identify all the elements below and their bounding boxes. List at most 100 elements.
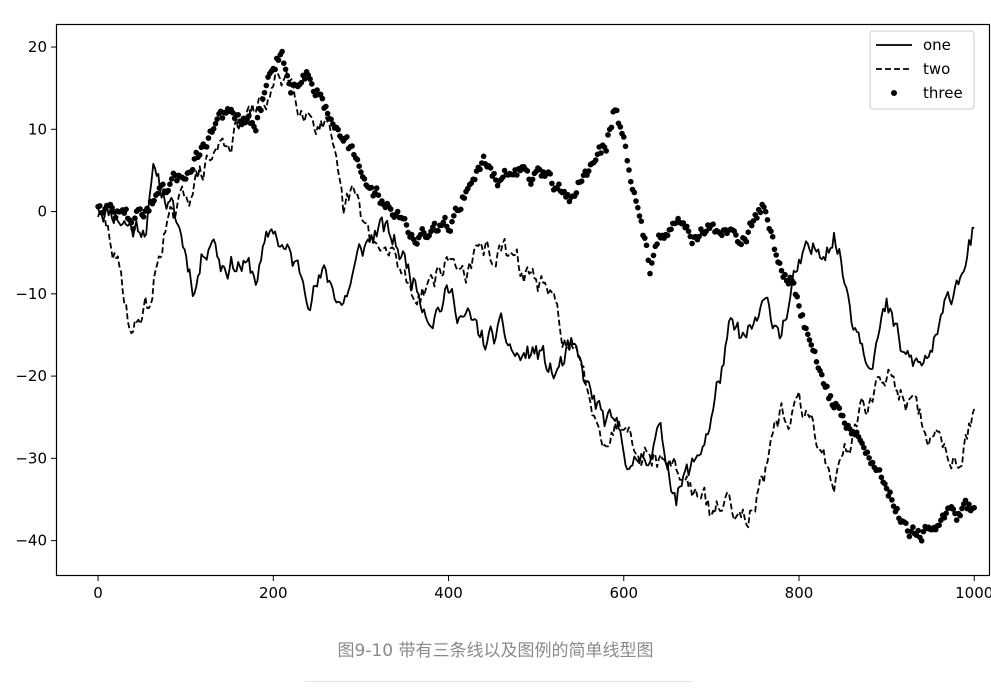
series-three-point xyxy=(633,198,639,204)
series-three-point xyxy=(915,527,921,534)
series-layer xyxy=(95,48,977,544)
series-three-point xyxy=(605,132,611,138)
y-tick-label: 0 xyxy=(37,203,47,221)
series-three-point xyxy=(210,126,217,132)
series-three-point xyxy=(768,228,774,235)
series-three-point xyxy=(167,181,173,187)
series-three-point xyxy=(799,312,806,318)
series-three-point xyxy=(764,217,771,223)
series-three-point xyxy=(309,81,315,87)
series-three-point xyxy=(771,246,778,253)
series-three-point xyxy=(344,134,350,140)
series-three-point xyxy=(773,252,779,258)
series-three-point xyxy=(626,167,632,173)
series-three-point xyxy=(836,405,843,412)
y-tick-label: 20 xyxy=(28,38,47,56)
series-three-point xyxy=(260,96,266,102)
series-three-point xyxy=(805,331,811,338)
series-three-point xyxy=(598,150,604,156)
plot-frame xyxy=(55,23,991,577)
series-three-point xyxy=(936,522,942,528)
y-tick-label: −10 xyxy=(15,285,47,303)
series-three-point xyxy=(414,241,420,247)
series-three-point xyxy=(585,168,592,174)
series-three-point xyxy=(182,176,189,182)
series-three-point xyxy=(638,218,645,224)
series-three-point xyxy=(782,271,788,278)
series-three-point xyxy=(408,231,415,238)
series-three-point xyxy=(882,481,888,487)
series-three-point xyxy=(642,235,648,241)
series-one-line xyxy=(97,163,975,507)
series-three-point xyxy=(861,444,867,451)
series-three-point xyxy=(668,226,674,233)
series-three-point xyxy=(636,213,643,219)
series-three-point xyxy=(573,190,580,196)
series-three-point xyxy=(431,220,438,227)
legend-one-label: one xyxy=(923,36,951,54)
series-three-point xyxy=(461,195,468,201)
series-three-point xyxy=(387,206,394,212)
series-three-point xyxy=(650,252,657,259)
series-three-point xyxy=(778,267,785,274)
series-three-point xyxy=(738,241,744,248)
series-three-point xyxy=(614,107,620,114)
series-three-point xyxy=(803,325,809,332)
series-three-point xyxy=(130,226,136,232)
series-three-point xyxy=(617,124,624,130)
series-three-point xyxy=(319,95,326,102)
series-three-point xyxy=(743,238,750,245)
series-three-point xyxy=(314,87,320,93)
series-three-point xyxy=(494,182,501,189)
series-three-point xyxy=(824,383,830,390)
caption-divider xyxy=(305,681,693,682)
series-three-point xyxy=(160,181,166,188)
series-three-point xyxy=(128,219,135,226)
series-three-point xyxy=(864,449,871,456)
x-tick-label: 0 xyxy=(93,584,103,602)
series-two-line xyxy=(97,67,976,529)
series-three-point xyxy=(654,241,660,247)
series-three-point xyxy=(869,459,876,466)
series-three-point xyxy=(212,120,219,127)
series-three-point xyxy=(205,135,212,141)
series-three-point xyxy=(524,168,531,174)
x-tick-label: 200 xyxy=(259,584,288,602)
series-three-point xyxy=(328,116,334,123)
series-three-point xyxy=(403,222,410,228)
series-three-point xyxy=(263,82,270,89)
series-three-point xyxy=(254,114,261,121)
series-three-point xyxy=(971,504,977,511)
series-three-point xyxy=(123,206,129,213)
series-three-point xyxy=(762,208,769,215)
series-three-point xyxy=(622,143,629,150)
series-three-point xyxy=(284,72,291,79)
series-three-point xyxy=(356,163,363,169)
series-three-point xyxy=(214,116,220,122)
series-three-point xyxy=(776,260,783,267)
series-three-point xyxy=(745,229,751,235)
series-three-point xyxy=(449,218,455,225)
series-three-point xyxy=(477,166,483,173)
x-tick-label: 600 xyxy=(609,584,638,602)
series-three-point xyxy=(354,156,361,163)
series-three-point xyxy=(813,359,820,365)
series-three-point xyxy=(883,485,890,492)
series-three-point xyxy=(966,501,972,508)
series-three-point xyxy=(458,206,464,213)
legend-three-label: three xyxy=(923,84,963,102)
series-three-point xyxy=(109,204,115,211)
series-three-point xyxy=(808,342,815,348)
series-three-point xyxy=(235,112,241,118)
series-three-point xyxy=(358,169,364,175)
series-three-point xyxy=(547,171,553,177)
series-three-point xyxy=(361,176,368,182)
series-three-point xyxy=(761,204,767,210)
series-three-point xyxy=(298,79,305,86)
legend-three-swatch xyxy=(891,90,897,96)
series-three-point xyxy=(112,214,119,221)
series-three-point xyxy=(757,209,764,216)
series-three-point xyxy=(689,240,695,247)
series-three-point xyxy=(943,510,949,516)
series-three-point xyxy=(906,533,913,540)
